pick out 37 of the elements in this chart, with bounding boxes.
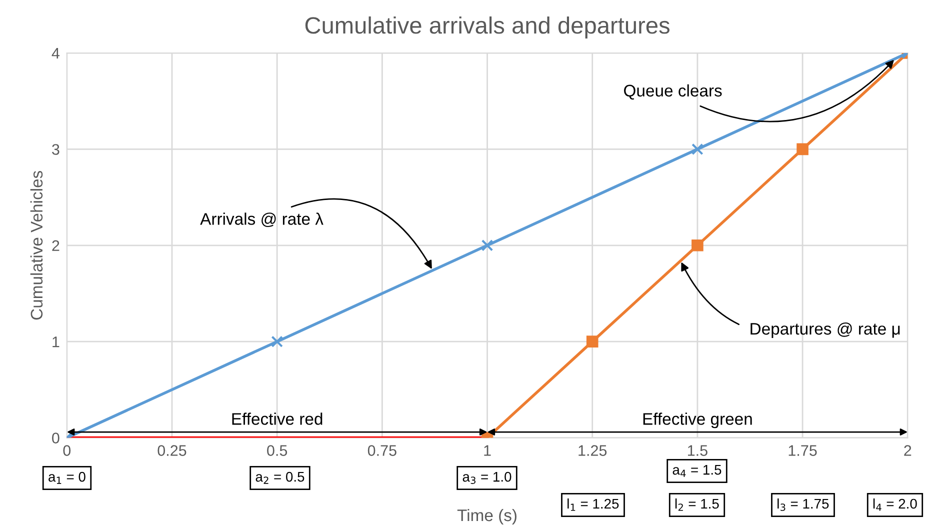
x-tick-label: 0 xyxy=(63,445,71,456)
text: l$_{4}$ = 2.0 xyxy=(873,498,917,511)
text: a$_{3}$ = 1.0 xyxy=(462,472,512,484)
y-tick-label: 1 xyxy=(52,336,60,348)
y-tick-label: 4 xyxy=(52,48,60,59)
line-series xyxy=(66,53,908,438)
y-tick-label: 2 xyxy=(52,240,60,251)
x-tick-label: 0.75 xyxy=(368,445,396,456)
annotation: Departures @ rate μ xyxy=(750,322,900,338)
text: a$_{2}$ = 0.5 xyxy=(256,472,304,484)
x-tick-label: 1 xyxy=(484,445,491,456)
text: l$_{2}$ = 1.5 xyxy=(675,498,719,511)
annotation: Queue clears xyxy=(624,84,722,100)
x-tick-label: 2 xyxy=(904,445,912,456)
point xyxy=(586,336,598,348)
x-axis-title: Time (s) xyxy=(457,508,516,524)
y-axis-title: Cumulative Vehicles xyxy=(30,170,43,320)
point xyxy=(271,336,283,348)
x-tick-label: 1.25 xyxy=(578,445,607,456)
text: a$_{4}$ = 1.5 xyxy=(672,465,722,477)
y-tick-label: 0 xyxy=(52,432,60,444)
annotation: Effective green xyxy=(643,412,752,428)
point xyxy=(796,143,808,156)
annotation: Arrivals @ rate λ xyxy=(200,212,324,228)
y-tick-label: 3 xyxy=(52,144,60,155)
point xyxy=(481,239,494,252)
x-tick-label: 1.5 xyxy=(688,445,708,456)
chart-title: Cumulative arrivals and departures xyxy=(305,16,670,38)
text: a$_{1}$ = 0 xyxy=(48,472,86,484)
point xyxy=(692,239,704,252)
x-tick-label: 0.5 xyxy=(267,445,288,456)
x-tick-label: 1.75 xyxy=(788,445,817,456)
point xyxy=(692,143,704,156)
text: l$_{1}$ = 1.25 xyxy=(568,498,619,511)
x-tick-label: 0.25 xyxy=(158,445,186,456)
text: l$_{3}$ = 1.75 xyxy=(778,498,829,511)
annotation: Effective red xyxy=(232,412,322,425)
